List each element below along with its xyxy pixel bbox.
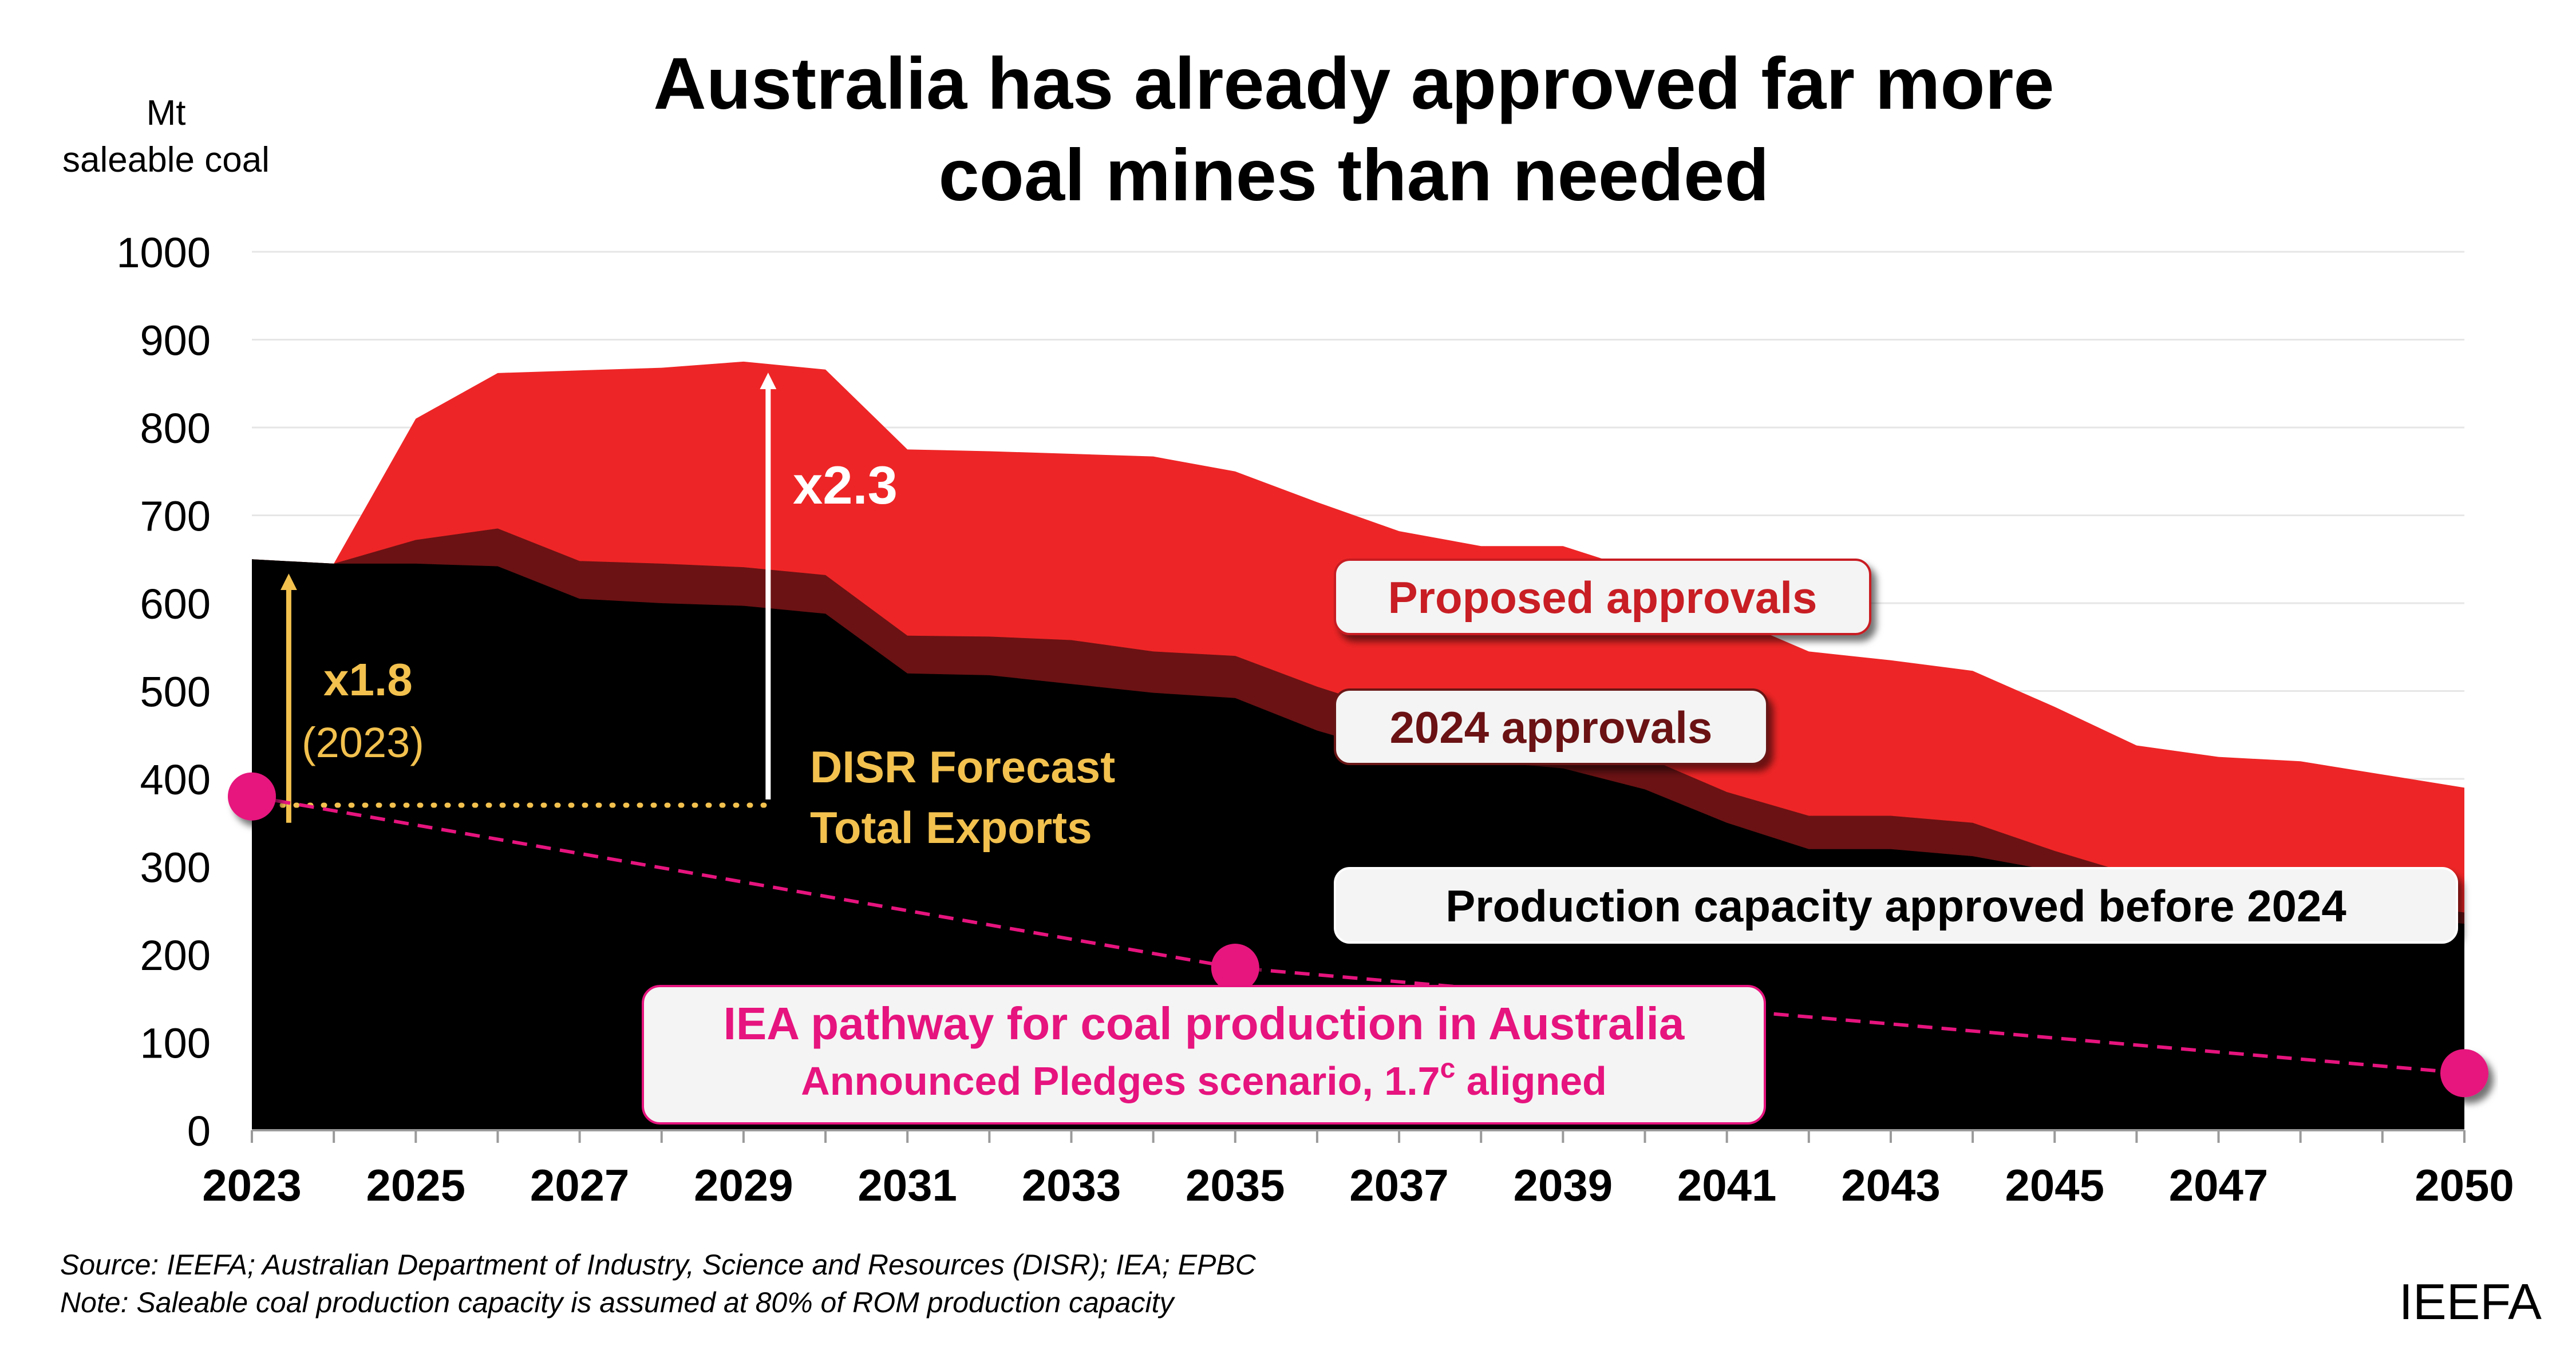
approvals-2024-label-box [1334, 688, 1768, 765]
x-tick-label: 2039 [1514, 1160, 1613, 1210]
iea-pathway-point [1211, 944, 1259, 992]
multiplier-2023-label: x1.8 [323, 654, 413, 705]
chart-title-line-1: Australia has already approved far more [653, 43, 2054, 125]
assumption-note: Note: Saleable coal production capacity … [60, 1286, 1175, 1319]
multiplier-peak-label: x2.3 [793, 455, 898, 515]
disr-forecast-label-line-2: Total Exports [810, 802, 1092, 853]
x-tick-label: 2023 [202, 1160, 302, 1210]
y-tick-label: 500 [140, 668, 211, 716]
chart-title-line-2: coal mines than needed [938, 134, 1769, 216]
x-tick-label: 2045 [2005, 1160, 2104, 1210]
x-tick-label: 2037 [1349, 1160, 1449, 1210]
y-tick-label: 200 [140, 932, 211, 979]
y-tick-label: 800 [140, 405, 211, 452]
iea-pathway-point [2440, 1049, 2488, 1098]
disr-forecast-label-line-1: DISR Forecast [810, 742, 1115, 792]
proposed-approvals-label: Proposed approvals [1388, 572, 1818, 623]
y-tick-label: 700 [140, 493, 211, 540]
iea-pathway-label-suffix: aligned [1455, 1059, 1606, 1103]
y-tick-label: 1000 [116, 229, 211, 276]
proposed-approvals-label-box [1334, 559, 1871, 635]
y-axis-label-line-1: Mt [147, 93, 186, 133]
iea-pathway-point [228, 772, 276, 821]
x-tick-label: 2043 [1841, 1160, 1941, 1210]
x-tick-label: 2035 [1186, 1160, 1285, 1210]
iea-pathway-label-line-2: Announced Pledges scenario, 1.7c aligned [801, 1054, 1607, 1103]
y-axis-ticks: 0 100 200 300 400 500 600 700 800 900 1000 [116, 229, 211, 1155]
x-tick-label: 2041 [1677, 1160, 1777, 1210]
approvals-2024-label: 2024 approvals [1390, 702, 1713, 753]
pre-2024-capacity-label: Production capacity approved before 2024 [1445, 881, 2346, 931]
pre-2024-capacity-label-box [1334, 867, 2458, 944]
x-tick-label: 2033 [1022, 1160, 1121, 1210]
multiplier-2023-sublabel: (2023) [302, 719, 424, 766]
iea-pathway-label-box [642, 985, 1766, 1125]
y-tick-label: 400 [140, 756, 211, 803]
y-tick-label: 100 [140, 1020, 211, 1067]
y-tick-label: 900 [140, 317, 211, 365]
x-tick-label: 2031 [858, 1160, 957, 1210]
ieefa-logo: IEEFA [2399, 1273, 2542, 1330]
y-tick-label: 600 [140, 580, 211, 628]
iea-pathway-label-main: Announced Pledges scenario, 1.7 [801, 1059, 1440, 1103]
x-tick-label: 2025 [366, 1160, 466, 1210]
y-axis-label-line-2: saleable coal [62, 140, 270, 180]
y-tick-label: 0 [187, 1107, 211, 1155]
series-labels: Proposed approvals 2024 approvals Producti… [642, 559, 2458, 1125]
source-note: Source: IEEFA; Australian Department of … [60, 1249, 1257, 1281]
x-tick-label: 2027 [530, 1160, 630, 1210]
x-tick-label: 2047 [2169, 1160, 2269, 1210]
x-tick-label: 2029 [694, 1160, 793, 1210]
iea-pathway-label-line-1: IEA pathway for coal production in Austr… [724, 998, 1685, 1049]
overlays: DISR Forecast Total Exports x1.8 (2023) x2.3 [228, 373, 2488, 1098]
y-tick-label: 300 [140, 844, 211, 892]
iea-pathway-label-superscript: c [1440, 1054, 1456, 1084]
x-axis: 2023 2025 2027 2029 2031 2033 2035 2037 2039 2041… [202, 1129, 2514, 1210]
x-tick-label: 2050 [2415, 1160, 2514, 1210]
